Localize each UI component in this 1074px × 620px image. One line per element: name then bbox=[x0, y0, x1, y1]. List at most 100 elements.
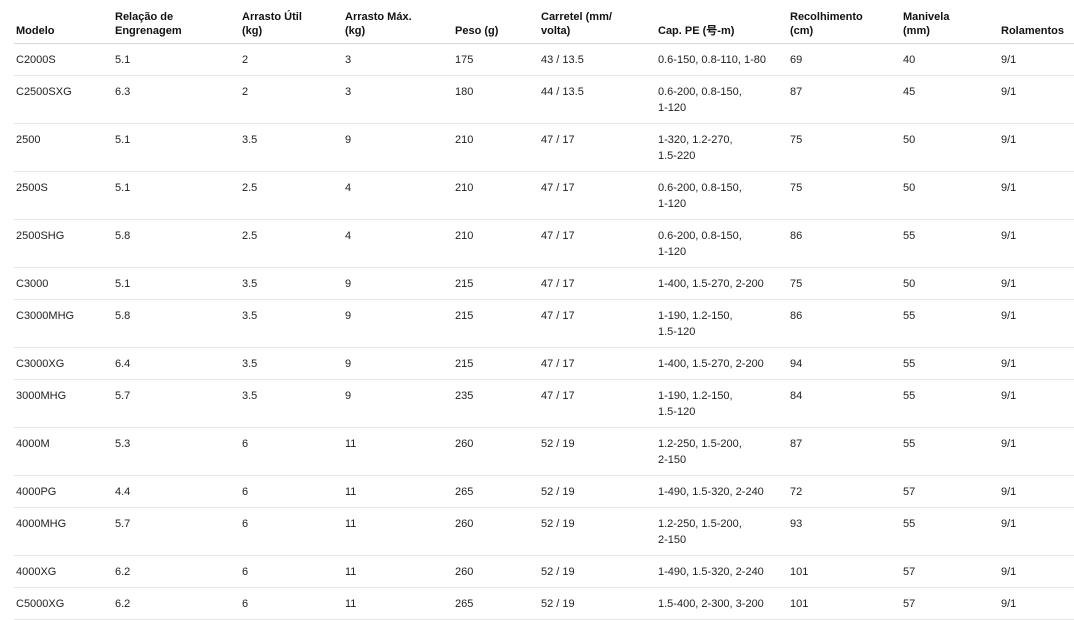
cell-peso: 260 bbox=[453, 555, 539, 588]
cell-recolhimento: 69 bbox=[788, 43, 901, 76]
cell-modelo: C2500SXG bbox=[14, 75, 113, 124]
cell-peso: 215 bbox=[453, 299, 539, 348]
col-header-modelo: Modelo bbox=[14, 0, 113, 44]
cell-arrasto-util: 2.5 bbox=[240, 219, 343, 268]
cell-arrasto-max: 3 bbox=[343, 43, 453, 76]
col-header-cap-pe: Cap. PE (号-m) bbox=[656, 0, 788, 44]
cell-arrasto-util: 3.5 bbox=[240, 123, 343, 172]
header-row: Modelo Relação de Engrenagem Arrasto Úti… bbox=[14, 0, 1074, 44]
cell-modelo: C3000MHG bbox=[14, 299, 113, 348]
cell-arrasto-max: 9 bbox=[343, 267, 453, 300]
cell-peso: 180 bbox=[453, 75, 539, 124]
cell-modelo: 4000MHG bbox=[14, 507, 113, 556]
cell-cap-pe: 1-190, 1.2-150, 1.5-120 bbox=[656, 299, 788, 348]
col-header-carretel: Carretel (mm/ volta) bbox=[539, 0, 656, 44]
cell-recolhimento: 94 bbox=[788, 347, 901, 380]
cell-relacao-engrenagem: 5.7 bbox=[113, 379, 240, 428]
cell-manivela: 50 bbox=[901, 171, 999, 220]
table-row: C3000 5.1 3.5 9 215 47 / 17 1-400, 1.5-270, 2-… bbox=[14, 267, 1074, 300]
cell-manivela: 50 bbox=[901, 267, 999, 300]
cell-recolhimento: 72 bbox=[788, 475, 901, 508]
cell-carretel: 47 / 17 bbox=[539, 267, 656, 300]
cell-cap-pe: 1.2-250, 1.5-200, 2-150 bbox=[656, 507, 788, 556]
table-row: C5000XG 6.2 6 11 265 52 / 19 1.5-400, 2-300, 3… bbox=[14, 587, 1074, 620]
cell-arrasto-util: 2 bbox=[240, 43, 343, 76]
cell-carretel: 52 / 19 bbox=[539, 427, 656, 476]
cell-relacao-engrenagem: 5.8 bbox=[113, 299, 240, 348]
cell-peso: 210 bbox=[453, 219, 539, 268]
cell-rolamentos: 9/1 bbox=[999, 219, 1074, 268]
cell-rolamentos: 9/1 bbox=[999, 299, 1074, 348]
cell-cap-pe: 1.5-400, 2-300, 3-200 bbox=[656, 587, 788, 620]
cell-peso: 265 bbox=[453, 475, 539, 508]
cell-carretel: 52 / 19 bbox=[539, 587, 656, 620]
cell-rolamentos: 9/1 bbox=[999, 267, 1074, 300]
cell-arrasto-max: 11 bbox=[343, 587, 453, 620]
cell-relacao-engrenagem: 4.4 bbox=[113, 475, 240, 508]
cell-relacao-engrenagem: 5.1 bbox=[113, 171, 240, 220]
cell-cap-pe: 0.6-200, 0.8-150, 1-120 bbox=[656, 75, 788, 124]
cell-manivela: 57 bbox=[901, 475, 999, 508]
cell-arrasto-util: 3.5 bbox=[240, 267, 343, 300]
table-row: 2500SHG 5.8 2.5 4 210 47 / 17 0.6-200, 0.8-150… bbox=[14, 219, 1074, 268]
cell-rolamentos: 9/1 bbox=[999, 43, 1074, 76]
cell-arrasto-max: 3 bbox=[343, 75, 453, 124]
cell-carretel: 52 / 19 bbox=[539, 555, 656, 588]
cell-peso: 175 bbox=[453, 43, 539, 76]
cell-recolhimento: 101 bbox=[788, 587, 901, 620]
col-header-rolamentos: Rolamentos bbox=[999, 0, 1074, 44]
cell-recolhimento: 86 bbox=[788, 219, 901, 268]
reel-spec-table: Modelo Relação de Engrenagem Arrasto Úti… bbox=[14, 0, 1074, 620]
cell-rolamentos: 9/1 bbox=[999, 75, 1074, 124]
cell-peso: 215 bbox=[453, 267, 539, 300]
table-row: C3000XG 6.4 3.5 9 215 47 / 17 1-400, 1.5-270, … bbox=[14, 347, 1074, 380]
cell-recolhimento: 75 bbox=[788, 267, 901, 300]
cell-rolamentos: 9/1 bbox=[999, 379, 1074, 428]
cell-arrasto-max: 11 bbox=[343, 507, 453, 556]
cell-cap-pe: 1-490, 1.5-320, 2-240 bbox=[656, 475, 788, 508]
col-header-arrasto-max: Arrasto Máx. (kg) bbox=[343, 0, 453, 44]
cell-arrasto-max: 9 bbox=[343, 123, 453, 172]
col-header-recolhimento: Recolhimento (cm) bbox=[788, 0, 901, 44]
cell-cap-pe: 1-190, 1.2-150, 1.5-120 bbox=[656, 379, 788, 428]
table-row: 4000PG 4.4 6 11 265 52 / 19 1-490, 1.5-320, 2-… bbox=[14, 475, 1074, 508]
cell-manivela: 55 bbox=[901, 427, 999, 476]
cell-recolhimento: 75 bbox=[788, 171, 901, 220]
cell-rolamentos: 9/1 bbox=[999, 587, 1074, 620]
cell-relacao-engrenagem: 5.1 bbox=[113, 267, 240, 300]
cell-manivela: 45 bbox=[901, 75, 999, 124]
cell-cap-pe: 0.6-150, 0.8-110, 1-80 bbox=[656, 43, 788, 76]
cell-relacao-engrenagem: 5.3 bbox=[113, 427, 240, 476]
cell-rolamentos: 9/1 bbox=[999, 475, 1074, 508]
cell-relacao-engrenagem: 6.3 bbox=[113, 75, 240, 124]
cell-peso: 260 bbox=[453, 427, 539, 476]
cell-arrasto-max: 11 bbox=[343, 427, 453, 476]
cell-arrasto-max: 11 bbox=[343, 475, 453, 508]
cell-arrasto-max: 4 bbox=[343, 171, 453, 220]
cell-modelo: C3000 bbox=[14, 267, 113, 300]
cell-modelo: 2500S bbox=[14, 171, 113, 220]
cell-cap-pe: 1-400, 1.5-270, 2-200 bbox=[656, 267, 788, 300]
cell-carretel: 52 / 19 bbox=[539, 507, 656, 556]
cell-carretel: 47 / 17 bbox=[539, 123, 656, 172]
cell-carretel: 43 / 13.5 bbox=[539, 43, 656, 76]
cell-recolhimento: 75 bbox=[788, 123, 901, 172]
cell-carretel: 44 / 13.5 bbox=[539, 75, 656, 124]
cell-manivela: 55 bbox=[901, 507, 999, 556]
cell-arrasto-max: 9 bbox=[343, 347, 453, 380]
cell-arrasto-util: 3.5 bbox=[240, 379, 343, 428]
cell-carretel: 52 / 19 bbox=[539, 475, 656, 508]
cell-relacao-engrenagem: 5.8 bbox=[113, 219, 240, 268]
table-row: 2500S 5.1 2.5 4 210 47 / 17 0.6-200, 0.8-150, … bbox=[14, 171, 1074, 220]
cell-peso: 260 bbox=[453, 507, 539, 556]
cell-carretel: 47 / 17 bbox=[539, 219, 656, 268]
cell-peso: 210 bbox=[453, 123, 539, 172]
table-row: C2500SXG 6.3 2 3 180 44 / 13.5 0.6-200, 0.8-15… bbox=[14, 75, 1074, 124]
cell-relacao-engrenagem: 5.7 bbox=[113, 507, 240, 556]
cell-arrasto-util: 6 bbox=[240, 555, 343, 588]
table-row: 4000XG 6.2 6 11 260 52 / 19 1-490, 1.5-320, 2-… bbox=[14, 555, 1074, 588]
cell-manivela: 50 bbox=[901, 123, 999, 172]
cell-modelo: 2500 bbox=[14, 123, 113, 172]
cell-modelo: 4000XG bbox=[14, 555, 113, 588]
cell-peso: 210 bbox=[453, 171, 539, 220]
